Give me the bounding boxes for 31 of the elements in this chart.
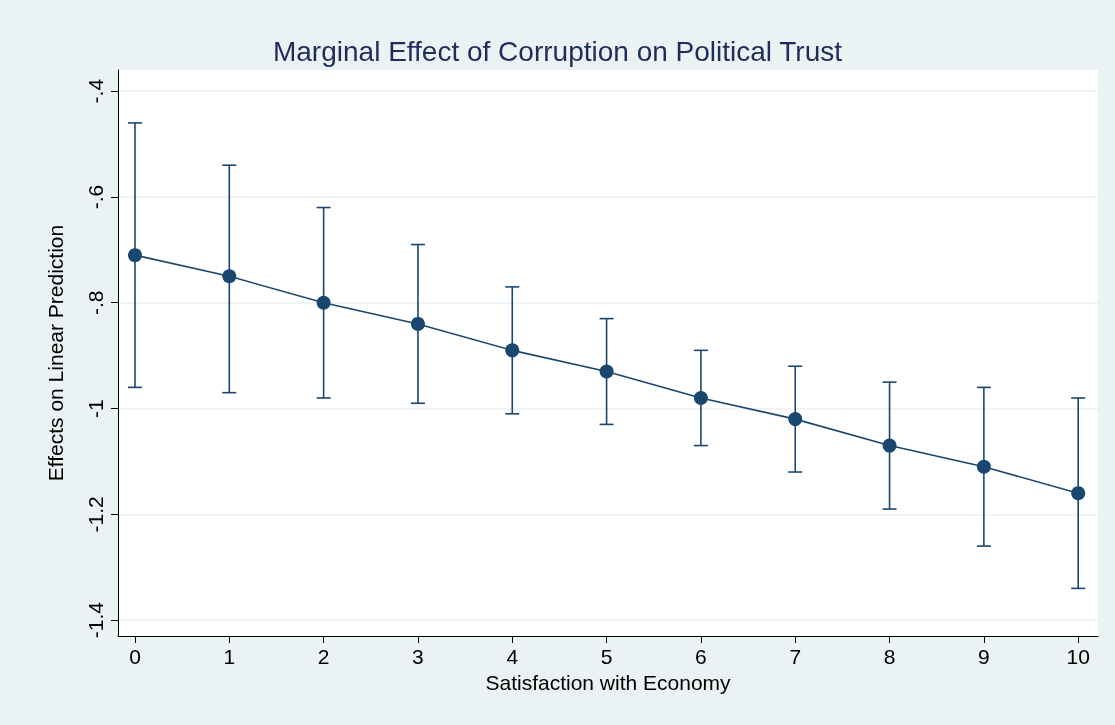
point xyxy=(882,438,897,453)
y-axis-title: Effects on Linear Prediction xyxy=(44,224,67,482)
x-tick-label: 5 xyxy=(600,645,613,668)
point xyxy=(788,412,803,427)
y-tick-label: -.6 xyxy=(84,184,107,210)
x-tick-label: 4 xyxy=(506,645,519,668)
x-tick-label: 0 xyxy=(129,645,141,668)
x-tick-label: 3 xyxy=(412,645,424,668)
x-tick-label: 8 xyxy=(883,645,896,668)
point xyxy=(1071,486,1086,501)
x-tick-label: 9 xyxy=(978,645,990,668)
x-tick-label: 6 xyxy=(695,645,707,668)
y-tick-label: -1 xyxy=(84,399,107,418)
point xyxy=(222,269,237,284)
x-tick-label: 2 xyxy=(317,645,330,668)
point xyxy=(410,316,425,331)
point xyxy=(599,364,614,379)
point xyxy=(127,248,142,263)
x-axis-title: Satisfaction with Economy xyxy=(485,670,732,694)
y-tick-label: -1.2 xyxy=(84,496,107,533)
y-tick-label: -.4 xyxy=(84,78,107,104)
point xyxy=(693,390,708,405)
chart-title: Marginal Effect of Corruption on Political Trust xyxy=(272,35,843,67)
point xyxy=(316,295,331,310)
point xyxy=(976,459,991,474)
x-tick-label: 1 xyxy=(223,645,236,668)
x-tick-label: 10 xyxy=(1066,645,1090,668)
x-tick-label: 7 xyxy=(789,645,802,668)
y-tick-label: -.8 xyxy=(84,290,107,316)
y-tick-label: -1.4 xyxy=(84,601,107,639)
point xyxy=(505,343,520,358)
